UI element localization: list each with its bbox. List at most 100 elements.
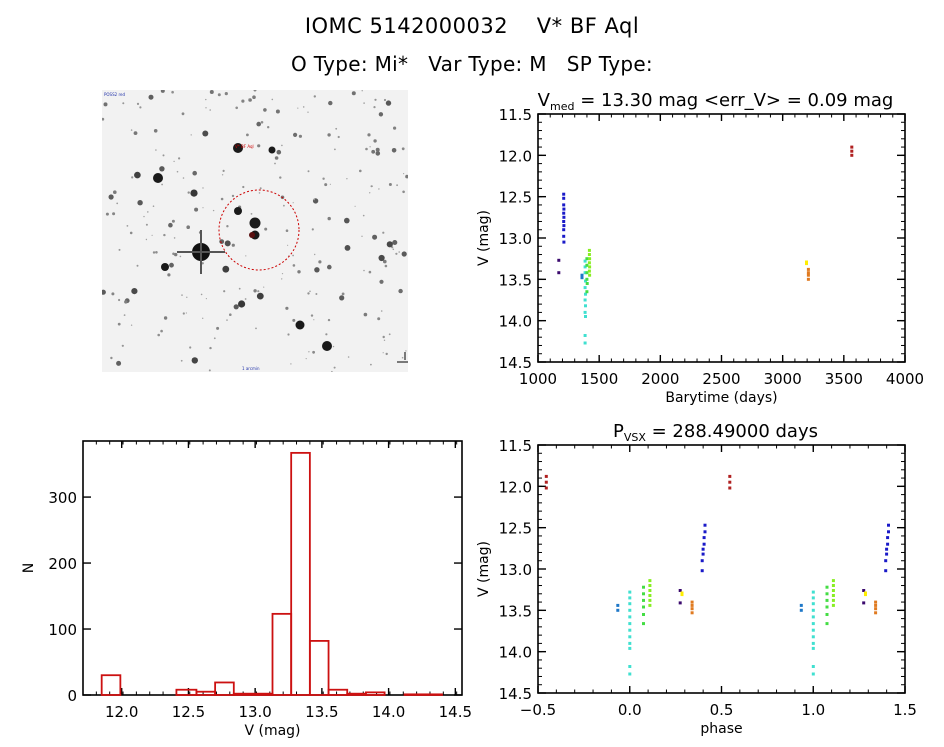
star: [369, 146, 371, 148]
star: [285, 229, 289, 232]
data-point: [562, 215, 566, 219]
star: [365, 147, 368, 151]
star: [401, 251, 407, 257]
star: [324, 183, 328, 187]
star: [315, 293, 318, 295]
star: [393, 126, 397, 130]
star: [244, 298, 247, 300]
star: [182, 312, 185, 315]
star: [181, 112, 185, 116]
data-point: [811, 615, 815, 619]
data-point: [628, 628, 632, 632]
star: [181, 294, 183, 296]
data-point: [680, 591, 684, 595]
data-point: [825, 622, 829, 626]
data-point: [831, 603, 835, 607]
star: [377, 317, 381, 321]
data-point: [557, 271, 561, 275]
y-tick-label: 11.5: [499, 106, 532, 124]
star: [231, 243, 235, 247]
star: [116, 360, 122, 366]
data-point: [628, 646, 632, 650]
y-axis-label: N: [21, 563, 37, 573]
star: [367, 133, 371, 137]
data-point: [583, 334, 587, 337]
y-tick-label: 13.0: [499, 230, 532, 248]
x-tick-label: 1.5: [893, 701, 917, 719]
data-point: [557, 258, 561, 262]
star: [391, 148, 397, 153]
star: [310, 314, 314, 317]
data-point: [642, 598, 645, 602]
data-point: [701, 552, 705, 556]
star: [190, 189, 198, 197]
data-point: [562, 207, 566, 211]
y-tick-label: 14.5: [499, 685, 532, 703]
data-point: [587, 269, 591, 273]
star: [256, 121, 261, 127]
star: [205, 107, 207, 109]
star: [382, 335, 385, 339]
y-tick-label: 13.0: [499, 561, 532, 579]
y-tick-label: 11.5: [499, 437, 532, 455]
star: [379, 279, 384, 284]
data-point: [583, 271, 587, 275]
data-point: [811, 646, 815, 650]
star: [405, 174, 408, 179]
star: [221, 174, 224, 176]
target-star: [249, 232, 255, 238]
star: [388, 333, 391, 336]
star: [153, 173, 163, 183]
data-point: [585, 277, 589, 281]
star: [155, 149, 157, 151]
star: [314, 253, 316, 256]
star: [385, 352, 388, 356]
star: [250, 213, 253, 215]
y-tick-label: 12.5: [499, 189, 532, 207]
histogram-bar: [346, 692, 367, 696]
star: [224, 92, 228, 96]
data-point: [544, 486, 548, 490]
star: [208, 369, 211, 372]
star: [222, 169, 225, 172]
star: [292, 318, 296, 322]
star: [212, 209, 215, 212]
plot-frame: [537, 444, 906, 694]
y-tick-label: 300: [48, 489, 77, 507]
data-point: [806, 271, 810, 275]
x-tick-label: 14.5: [439, 703, 472, 721]
data-point: [862, 589, 866, 592]
star: [293, 132, 298, 137]
y-tick-label: 12.0: [499, 147, 532, 165]
star: [347, 356, 350, 358]
star: [123, 314, 126, 316]
data-point: [811, 641, 815, 645]
star: [287, 244, 289, 246]
star: [136, 102, 140, 105]
star: [145, 238, 148, 241]
star: [372, 234, 378, 240]
star: [331, 370, 333, 372]
data-point: [690, 600, 694, 604]
star: [378, 112, 384, 117]
data-point: [585, 290, 589, 294]
chart-title: PVSX = 288.49000 days: [613, 421, 818, 444]
star: [102, 117, 105, 121]
star: [382, 231, 385, 234]
data-point: [811, 590, 815, 594]
star: [112, 212, 116, 216]
data-point: [850, 149, 854, 153]
star: [378, 188, 380, 190]
star: [287, 333, 290, 336]
star: [297, 270, 301, 274]
data-point: [678, 589, 682, 592]
star: [168, 222, 173, 228]
data-point: [831, 598, 835, 602]
star: [187, 191, 190, 194]
y-tick-label: 13.5: [499, 602, 532, 620]
star: [173, 160, 175, 163]
star: [159, 166, 165, 172]
star: [171, 219, 175, 223]
data-point: [680, 593, 684, 597]
star: [281, 144, 283, 147]
